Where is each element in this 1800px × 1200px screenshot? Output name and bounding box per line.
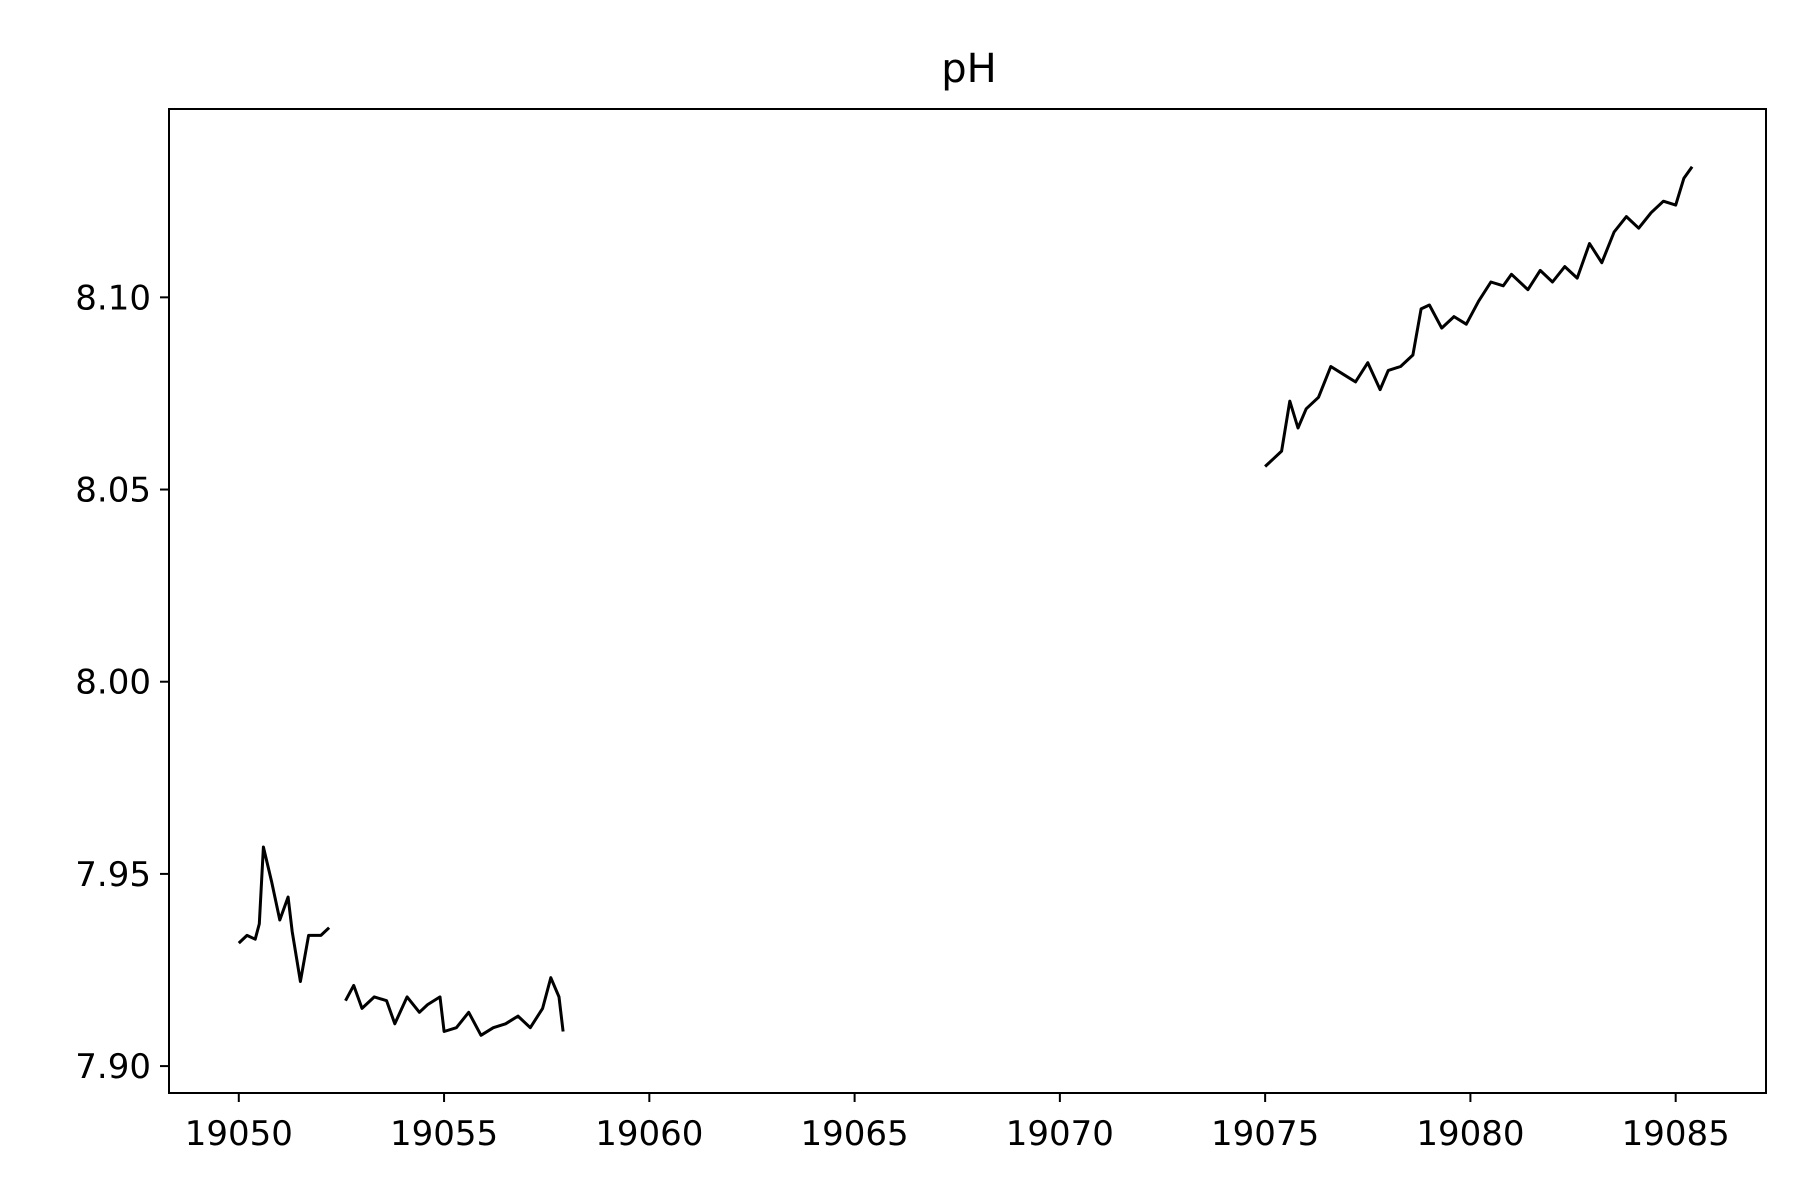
series-layer xyxy=(237,165,1694,1037)
y-tick-label: 8.05 xyxy=(75,471,151,511)
x-tick-label: 19065 xyxy=(801,1114,909,1154)
chart-title: pH xyxy=(941,46,996,92)
x-tick-label: 19070 xyxy=(1006,1114,1114,1154)
y-tick-label: 7.95 xyxy=(75,855,151,895)
x-tick-label: 19050 xyxy=(185,1114,293,1154)
x-tick-label: 19055 xyxy=(390,1114,498,1154)
ph-series-line-segment-3 xyxy=(1264,165,1694,468)
y-axis: 7.90 7.95 8.00 8.05 8.10 xyxy=(75,278,169,1087)
y-tick-label: 7.90 xyxy=(75,1047,151,1087)
x-axis: 19050 19055 19060 19065 19070 19075 19080 19085 xyxy=(185,1093,1730,1154)
ph-series-line-segment-2 xyxy=(344,976,565,1037)
x-tick-label: 19060 xyxy=(595,1114,703,1154)
plot-area-frame xyxy=(168,108,1767,1094)
x-tick-label: 19080 xyxy=(1416,1114,1524,1154)
ph-series-line-segment-1 xyxy=(237,845,331,983)
x-tick-label: 19085 xyxy=(1622,1114,1730,1154)
y-tick-label: 8.00 xyxy=(75,663,151,703)
x-tick-label: 19075 xyxy=(1211,1114,1319,1154)
y-tick-label: 8.10 xyxy=(75,278,151,318)
